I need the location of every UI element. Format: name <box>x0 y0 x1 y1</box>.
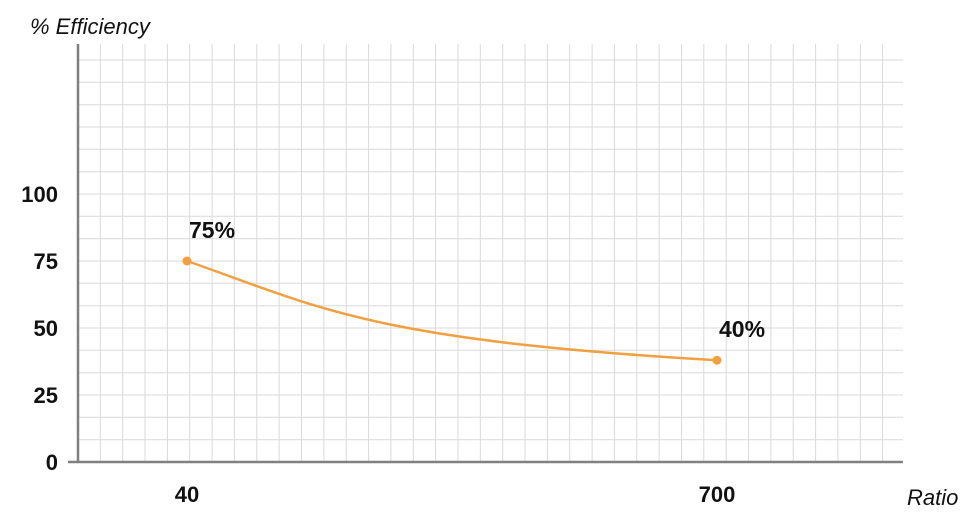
x-axis-title: Ratio <box>907 485 958 510</box>
x-tick-label: 700 <box>699 482 736 507</box>
y-tick-label: 0 <box>46 450 58 475</box>
grid <box>78 44 903 462</box>
y-axis-title: % Efficiency <box>30 14 152 39</box>
data-points <box>182 256 722 365</box>
y-tick-label: 25 <box>34 383 58 408</box>
data-labels: 75% 40% <box>189 217 765 342</box>
x-tick-labels: 40 700 <box>175 482 736 507</box>
y-tick-label: 75 <box>34 249 58 274</box>
data-label: 75% <box>189 217 235 243</box>
x-tick-label: 40 <box>175 482 199 507</box>
data-label: 40% <box>719 316 765 342</box>
data-point <box>712 355 722 365</box>
efficiency-curve <box>186 259 718 362</box>
y-tick-label: 100 <box>21 182 58 207</box>
data-point <box>182 256 192 266</box>
y-tick-labels: 0 25 50 75 100 <box>21 182 58 475</box>
y-tick-label: 50 <box>34 316 58 341</box>
